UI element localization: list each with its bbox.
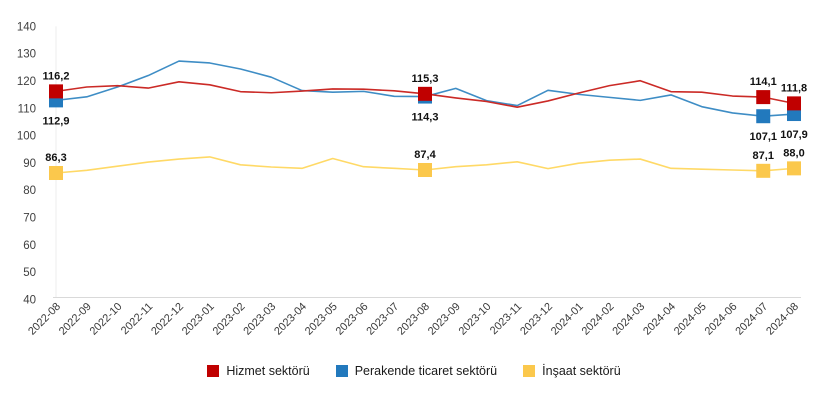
data-point-label: 107,9 [780, 129, 808, 141]
x-axis-tick-label: 2024-02 [580, 301, 617, 338]
y-axis-tick-label: 70 [23, 213, 36, 225]
data-point-marker [49, 84, 63, 99]
legend-swatch-perakende-icon [335, 365, 348, 377]
y-axis-tick-label: 120 [17, 76, 36, 88]
x-axis-tick-label: 2024-07 [733, 301, 770, 338]
x-axis-tick-label: 2023-01 [180, 301, 217, 338]
legend-item-perakende: Perakende ticaret sektörü [335, 364, 498, 378]
y-axis-tick-label: 80 [23, 185, 36, 197]
x-axis-tick-label: 2022-11 [119, 301, 155, 337]
y-axis-tick-label: 40 [23, 294, 36, 306]
data-point-marker [756, 109, 771, 124]
legend-label-hizmet: Hizmet sektörü [226, 364, 310, 378]
data-point-marker [787, 161, 801, 176]
x-axis-tick-label: 2023-12 [518, 301, 555, 338]
data-point-marker [787, 96, 801, 111]
chart-legend: Hizmet sektörü Perakende ticaret sektörü… [0, 364, 828, 378]
data-point-marker [756, 163, 771, 178]
y-axis-tick-label: 140 [17, 21, 36, 33]
data-point-marker [756, 90, 771, 105]
data-point-marker [418, 162, 432, 177]
legend-item-insaat: İnşaat sektörü [523, 364, 621, 378]
data-point-label: 87,4 [414, 149, 436, 161]
x-axis-tick-label: 2024-04 [641, 301, 678, 338]
data-point-marker [418, 86, 432, 101]
y-axis-tick-label: 130 [17, 49, 36, 61]
data-point-label: 116,2 [43, 70, 70, 82]
y-axis-tick-label: 110 [18, 103, 36, 115]
x-axis-tick-label: 2023-02 [211, 301, 248, 338]
x-axis-tick-label: 2022-10 [88, 301, 125, 338]
y-axis-tick-label: 100 [17, 131, 36, 143]
legend-label-perakende: Perakende ticaret sektörü [354, 364, 498, 378]
data-point-label: 111,8 [781, 82, 807, 94]
y-axis-tick-label: 50 [23, 267, 36, 279]
x-axis-tick-label: 2023-09 [426, 301, 463, 338]
data-point-label: 115,3 [412, 73, 439, 85]
data-point-label: 88,0 [783, 147, 804, 159]
x-axis-tick-label: 2022-09 [57, 301, 94, 338]
data-point-marker [49, 166, 63, 181]
x-axis-tick-label: 2023-03 [241, 301, 278, 338]
y-axis-tick-label: 60 [23, 240, 36, 252]
legend-swatch-insaat-icon [523, 365, 536, 377]
x-axis-tick-label: 2024-05 [672, 301, 709, 338]
x-axis-tick-label: 2024-06 [703, 301, 740, 338]
data-point-label: 114,3 [412, 112, 439, 124]
data-point-label: 87,1 [753, 150, 774, 162]
x-axis-tick-label: 2022-12 [149, 301, 186, 338]
data-point-marker [787, 107, 801, 122]
x-axis-tick-label: 2023-08 [395, 301, 432, 338]
legend-label-insaat: İnşaat sektörü [542, 364, 621, 378]
legend-swatch-hizmet-icon [207, 365, 220, 377]
data-point-label: 107,1 [749, 131, 777, 143]
data-point-label: 86,3 [45, 152, 66, 164]
x-axis-tick-label: 2023-07 [364, 301, 401, 338]
legend-item-hizmet: Hizmet sektörü [207, 364, 310, 378]
data-point-label: 112,9 [43, 115, 70, 127]
x-axis-tick-label: 2024-03 [610, 301, 647, 338]
x-axis-tick-label: 2024-01 [549, 301, 586, 338]
y-axis-tick-label: 90 [23, 158, 36, 170]
x-axis-tick-label: 2023-04 [272, 301, 309, 338]
x-axis-tick-label: 2023-06 [334, 301, 371, 338]
x-axis-tick-label: 2023-05 [303, 301, 340, 338]
x-axis-tick-label: 2024-08 [764, 301, 801, 338]
x-axis-tick-label: 2023-11 [488, 301, 524, 337]
data-point-label: 114,1 [750, 76, 777, 88]
x-axis-tick-label: 2023-10 [457, 301, 494, 338]
